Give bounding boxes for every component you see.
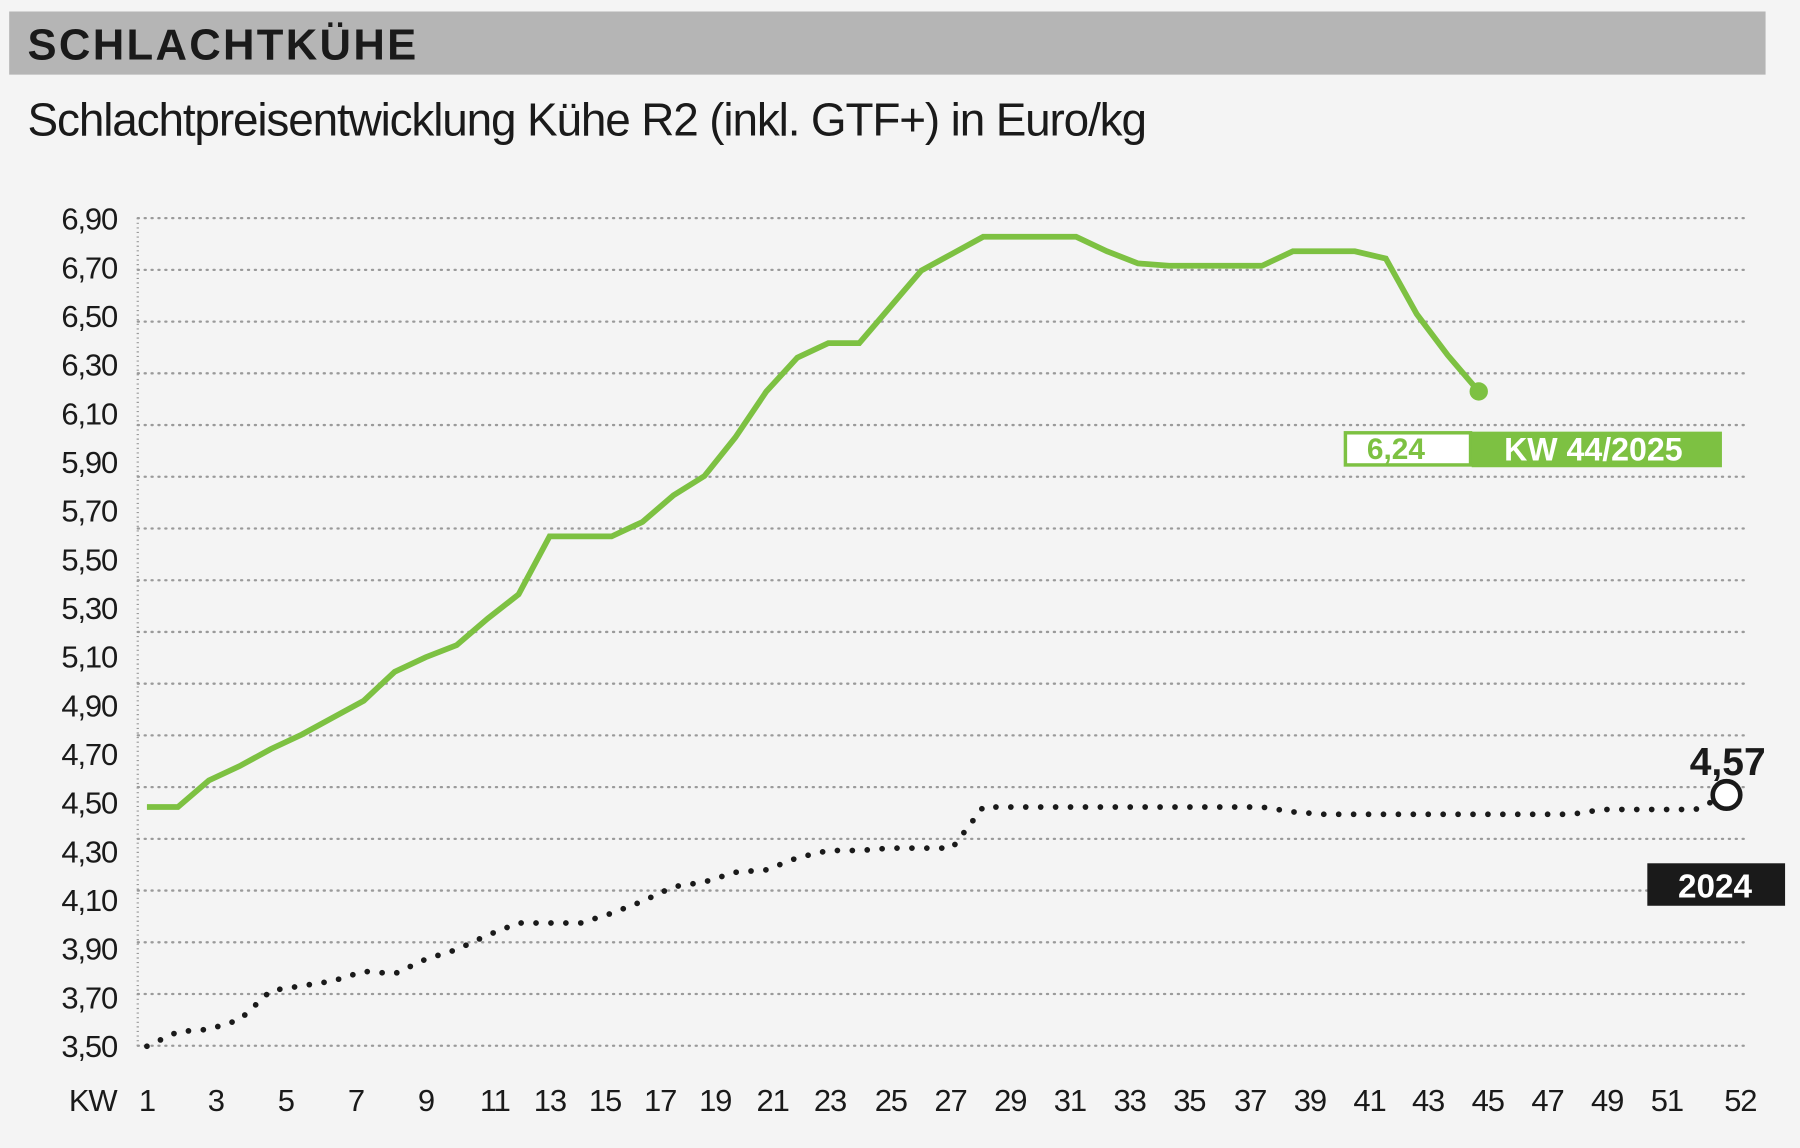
x-tick-label: 52	[1724, 1083, 1756, 1118]
y-tick-label: 3,70	[61, 980, 118, 1015]
x-tick-label: 7	[348, 1083, 364, 1118]
y-tick-label: 5,50	[61, 542, 118, 577]
gridlines	[136, 216, 1747, 1047]
previous-year-text: 2024	[1678, 869, 1753, 906]
y-tick-label: 4,70	[61, 737, 118, 772]
y-tick-label: 5,90	[61, 445, 118, 480]
x-tick-label: 43	[1412, 1083, 1444, 1118]
current-week-tag	[1471, 431, 1722, 468]
x-tick-label: 33	[1114, 1083, 1146, 1118]
y-axis-ticks: 6,90 6,70 6,50 6,30 6,10 5,90 5,70 5,50 5,30 5,10…	[61, 202, 119, 1064]
x-tick-label: 49	[1591, 1083, 1623, 1118]
series-2025-line	[146, 233, 1481, 810]
x-tick-label: 9	[418, 1083, 434, 1118]
x-tick-label: 1	[139, 1083, 155, 1118]
series-2024-line	[144, 792, 1730, 1050]
y-tick-label: 4,30	[61, 834, 118, 869]
series-2025-end-marker	[1469, 382, 1488, 401]
y-tick-label: 6,10	[61, 396, 118, 431]
x-tick-label: 15	[589, 1083, 621, 1118]
x-tick-label: 39	[1294, 1083, 1326, 1118]
x-tick-label: 23	[814, 1083, 846, 1118]
x-tick-label: 31	[1054, 1083, 1086, 1118]
y-tick-label: 5,30	[61, 591, 118, 626]
x-tick-label: 47	[1531, 1083, 1563, 1118]
x-tick-label: 25	[875, 1083, 907, 1118]
y-tick-label: 3,50	[61, 1029, 118, 1064]
x-tick-label: 29	[994, 1083, 1026, 1118]
x-tick-label: 41	[1353, 1083, 1385, 1118]
y-tick-label: 6,50	[61, 299, 118, 334]
previous-year-label: 4,57 2024	[1647, 741, 1786, 906]
y-tick-label: 5,10	[61, 640, 118, 675]
y-tick-label: 4,90	[61, 688, 118, 723]
y-tick-label: 6,30	[61, 348, 118, 383]
header-band	[9, 11, 1766, 75]
x-tick-label: 51	[1651, 1083, 1683, 1118]
x-tick-label: 13	[534, 1083, 566, 1118]
x-tick-label: 21	[756, 1083, 788, 1118]
y-tick-label: 4,50	[61, 786, 118, 821]
current-value-label: 6,24 KW 44/2025	[1343, 431, 1722, 468]
previous-year-tag	[1647, 863, 1786, 906]
x-tick-label: 37	[1234, 1083, 1266, 1118]
x-tick-label: 11	[480, 1083, 510, 1118]
x-tick-label: 45	[1472, 1083, 1504, 1118]
current-week-text: KW 44/2025	[1504, 431, 1683, 467]
previous-value-text: 4,57	[1690, 741, 1766, 784]
y-tick-label: 6,70	[61, 250, 118, 285]
kicker-title: SCHLACHTKÜHE	[28, 21, 419, 70]
x-tick-label: 17	[644, 1083, 676, 1118]
x-tick-label: 3	[208, 1083, 224, 1118]
x-axis-ticks: KW 1 3 5 7 9 11 13 15 17 19 21 23 25 27 29 31 33 35 37 39 41…	[69, 1083, 1758, 1118]
x-tick-label: 5	[278, 1083, 294, 1118]
x-tick-label: 27	[934, 1083, 966, 1118]
x-tick-label: 35	[1173, 1083, 1205, 1118]
x-axis-label: KW	[69, 1083, 119, 1118]
current-value-text: 6,24	[1367, 433, 1425, 466]
x-tick-label: 19	[699, 1083, 731, 1118]
y-tick-label: 5,70	[61, 494, 118, 529]
y-tick-label: 4,10	[61, 883, 118, 918]
series-2024-end-marker	[1710, 778, 1743, 812]
y-tick-label: 6,90	[61, 202, 118, 237]
series-layer	[144, 233, 1743, 1050]
chart-title: Schlachtpreisentwicklung Kühe R2 (inkl. …	[28, 93, 1146, 145]
current-value-box	[1343, 431, 1473, 467]
y-tick-label: 3,90	[61, 932, 118, 967]
